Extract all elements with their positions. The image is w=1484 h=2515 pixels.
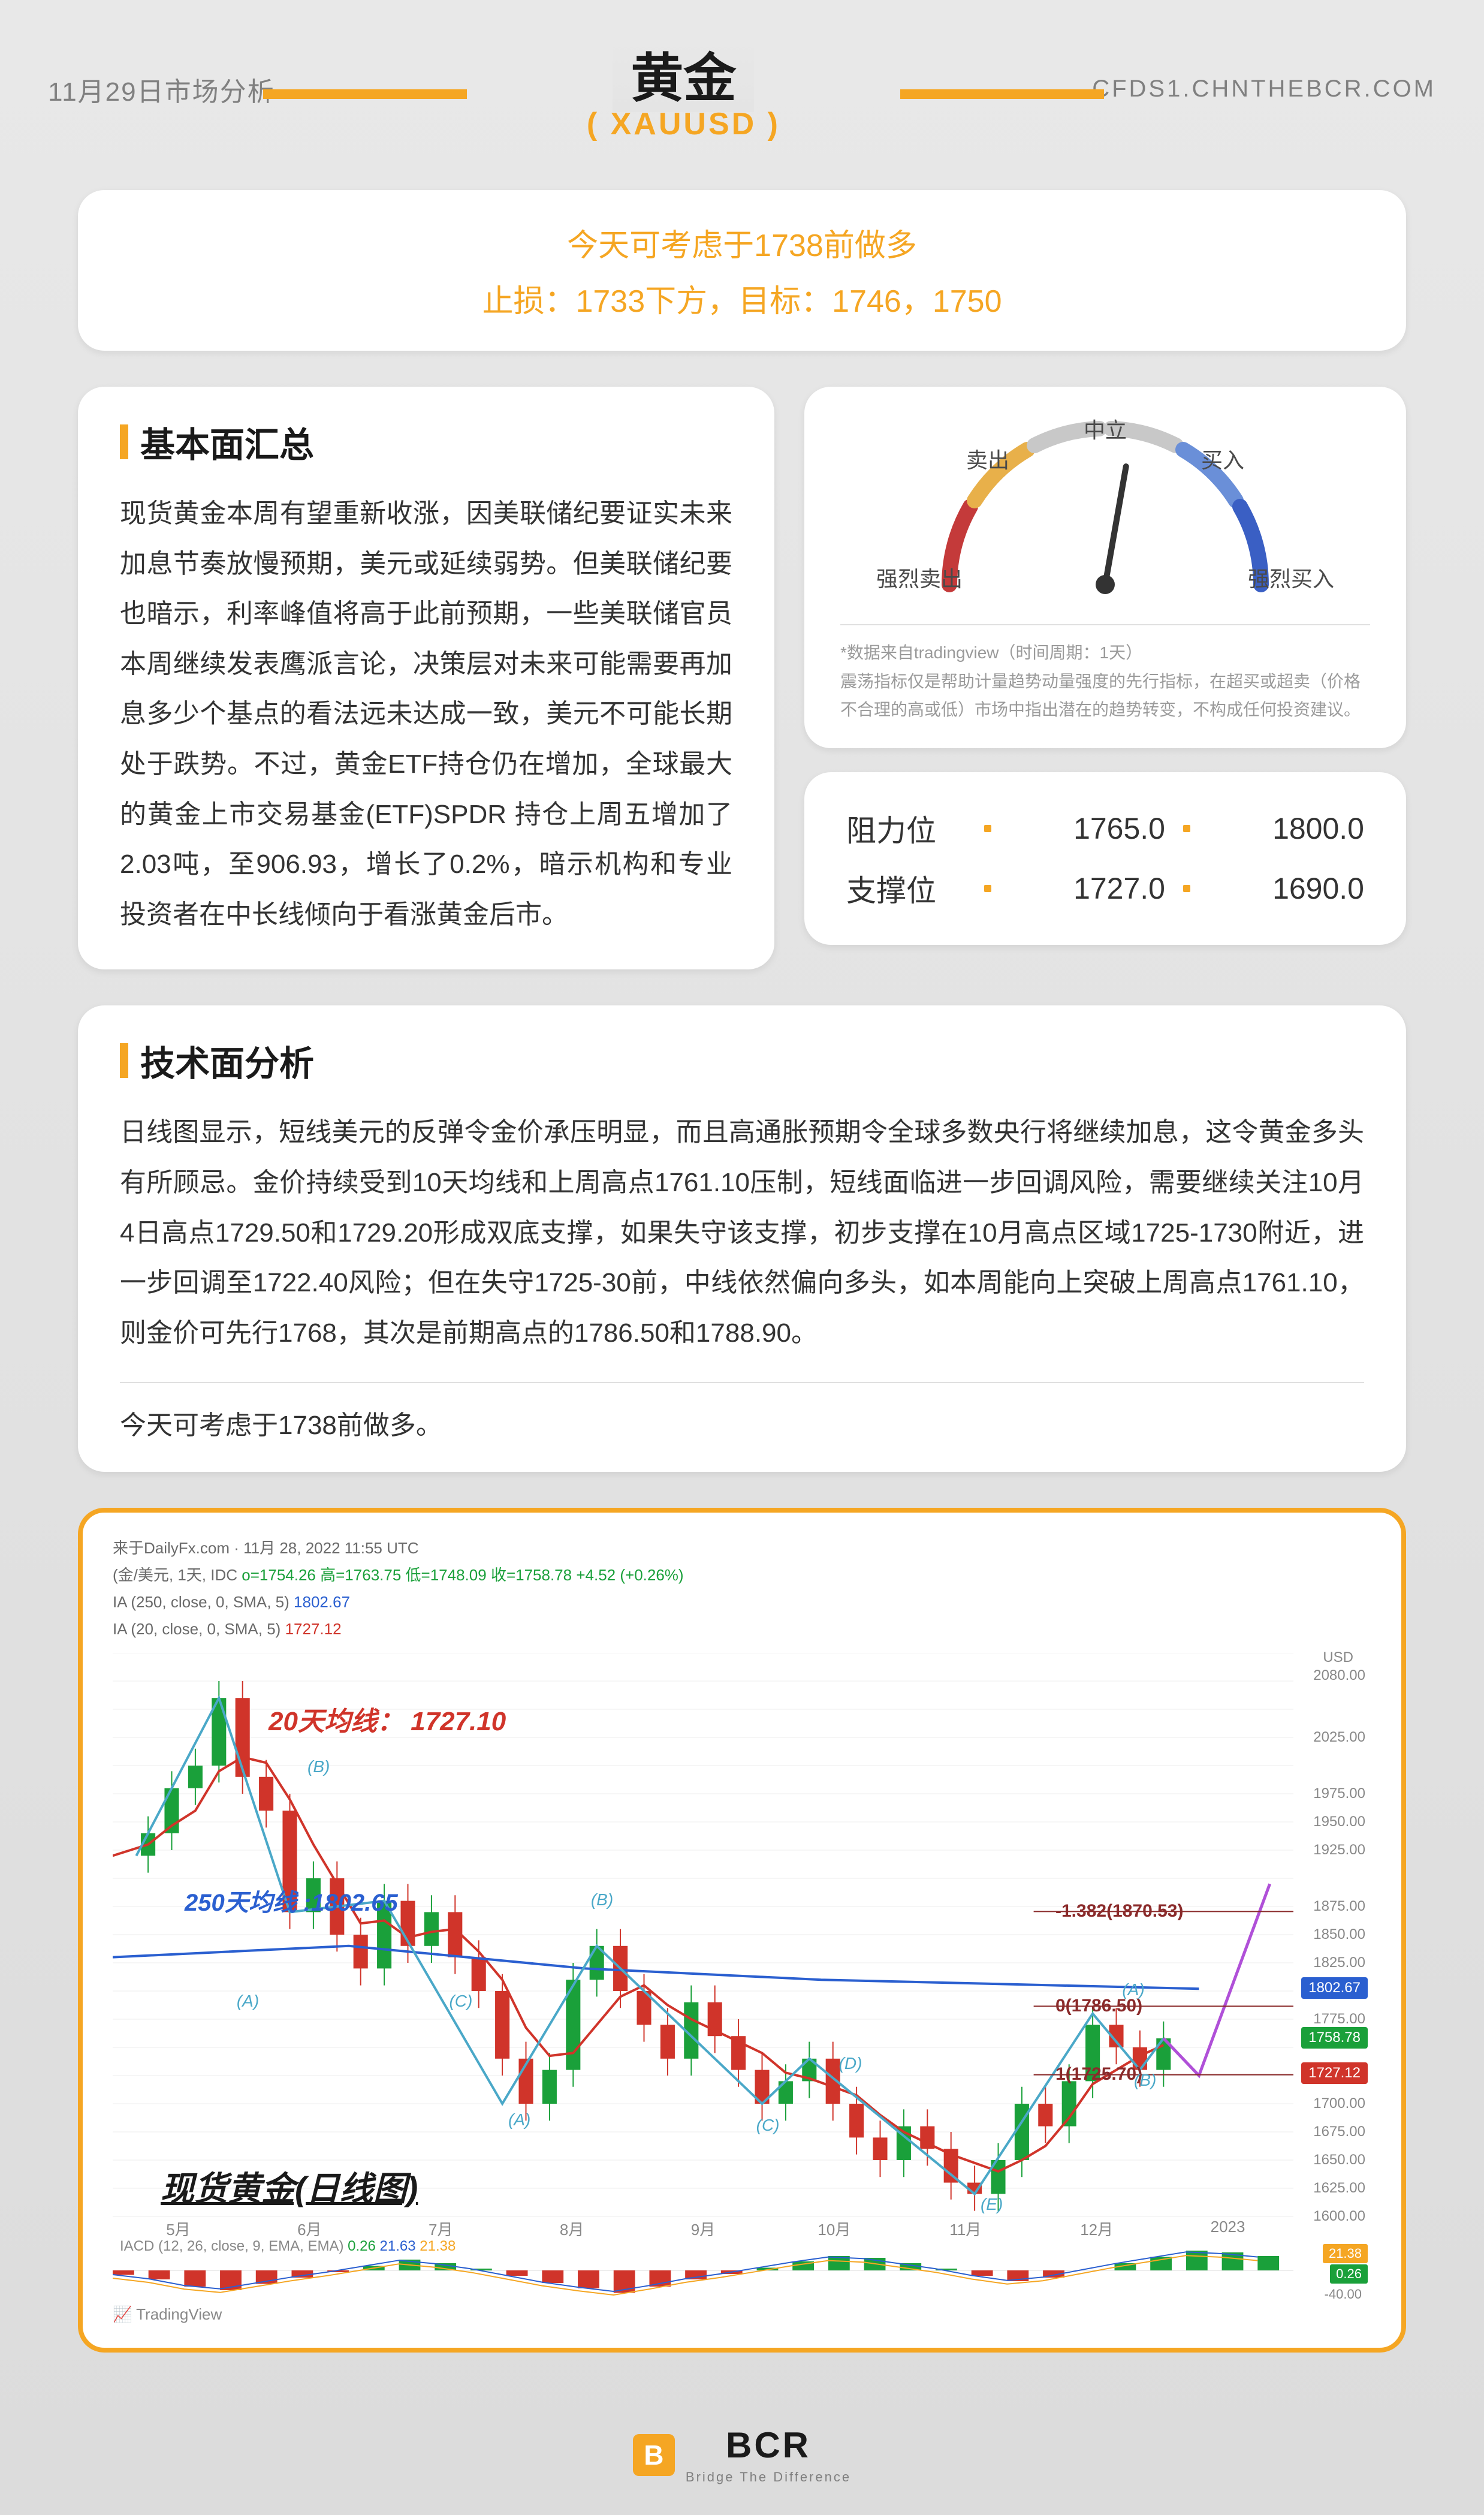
chart-card: 来于DailyFx.com · 11月 28, 2022 11:55 UTC (… [95,1525,1389,2336]
ohlc-o: o=1754.26 [242,1566,316,1584]
technical-footer: 今天可考虑于1738前做多。 [120,1382,1364,1442]
gauge-neutral: 中立 [1084,413,1127,444]
gauge-card: 强烈卖出 卖出 中立 买入 强烈买入 *数据来自tradingview（时间周期… [804,387,1406,748]
title-accent-bar [120,424,128,459]
technical-title-text: 技术面分析 [140,1035,314,1086]
ma20-annotation: 20天均线： 1727.10 [269,1700,506,1738]
ohlc-l: 低=1748.09 [406,1566,487,1584]
ohlc-c: 收=1758.78 [491,1566,572,1584]
technical-body: 日线图显示，短线美元的反弹令金价承压明显，而且高通胀预期令全球多数央行将继续加息… [120,1107,1364,1358]
tradingview-credit: 📈 TradingView [113,2305,1371,2324]
date-label: 11月29日市场分析 [48,70,275,109]
gauge-labels: 强烈卖出 卖出 中立 买入 强烈买入 [840,417,1370,609]
gauge-strong-sell: 强烈卖出 [876,562,963,593]
support-2: 1690.0 [1208,871,1364,906]
resistance-2: 1800.0 [1208,811,1364,846]
dot-icon [1183,885,1190,892]
chart-area[interactable]: USD 2025.002080.001975.001950.001925.001… [113,1653,1371,2300]
header-center: 黄金 ( XAUUSD ) [275,36,1093,142]
chart-source: 来于DailyFx.com · 11月 28, 2022 11:55 UTC [113,1537,1371,1560]
macd-v3: 21.38 [420,2238,456,2254]
tv-credit-text: TradingView [136,2305,222,2323]
ia20-label: IA (20, close, 0, SMA, 5) [113,1620,280,1638]
divider [840,624,1370,625]
y-axis: 2025.002080.001975.001950.001925.001875.… [1299,1653,1365,2216]
technical-card: 技术面分析 日线图显示，短线美元的反弹令金价承压明显，而且高通胀预期令全球多数央… [78,1005,1406,1472]
technical-title: 技术面分析 [120,1035,1364,1086]
brand-name: BCR [686,2424,851,2466]
summary-line-1: 今天可考虑于1738前做多 [120,220,1364,265]
fundamentals-title-text: 基本面汇总 [140,417,314,467]
resistance-row: 阻力位 1765.0 1800.0 [846,799,1364,859]
ia250-label: IA (250, close, 0, SMA, 5) [113,1593,289,1611]
ia250-row: IA (250, close, 0, SMA, 5) 1802.67 [113,1591,1371,1614]
title-accent-bar [120,1043,128,1078]
page-footer: B BCR Bridge The Difference [48,2400,1436,2491]
macd-v1: 0.26 [348,2238,376,2254]
chart-frame: 来于DailyFx.com · 11月 28, 2022 11:55 UTC (… [78,1508,1406,2353]
gauge-buy: 买入 [1201,443,1244,474]
macd-v2: 21.63 [380,2238,416,2254]
logo-icon: B [633,2434,675,2476]
support-row: 支撑位 1727.0 1690.0 [846,859,1364,918]
chart-instrument-row: (金/美元, 1天, IDC o=1754.26 高=1763.75 低=174… [113,1564,1371,1587]
brand-logo: B BCR Bridge The Difference [633,2424,851,2485]
accent-line-right [900,89,1104,99]
levels-card: 阻力位 1765.0 1800.0 支撑位 1727.0 1690.0 [804,772,1406,945]
accent-line-left [263,89,467,99]
fundamentals-card: 基本面汇总 现货黄金本周有望重新收涨，因美联储纪要证实未来加息节奏放慢预期，美元… [78,387,774,969]
ma250-annotation: 250天均线 :1802.65 [185,1883,398,1918]
support-label: 支撑位 [846,867,966,910]
support-1: 1727.0 [1009,871,1165,906]
resistance-label: 阻力位 [846,807,966,850]
ohlc-h: 高=1763.75 [320,1566,401,1584]
fundamentals-title: 基本面汇总 [120,417,732,467]
chart-instrument: (金/美元, 1天, IDC [113,1566,237,1584]
x-axis: 5月6月7月8月9月10月11月12月2023 [113,2218,1293,2236]
right-column: 强烈卖出 卖出 中立 买入 强烈买入 *数据来自tradingview（时间周期… [804,387,1406,969]
macd-title: IACD (12, 26, close, 9, EMA, EMA) 0.26 2… [120,2238,456,2255]
fundamentals-body: 现货黄金本周有望重新收涨，因美联储纪要证实未来加息节奏放慢预期，美元或延续弱势。… [120,489,732,939]
summary-card: 今天可考虑于1738前做多 止损：1733下方，目标：1746，1750 [78,190,1406,351]
gauge-sell: 卖出 [966,443,1009,474]
ia20-row: IA (20, close, 0, SMA, 5) 1727.12 [113,1618,1371,1641]
ia250-val: 1802.67 [294,1593,350,1611]
dot-icon [984,885,991,892]
brand-tagline: Bridge The Difference [686,2469,851,2485]
page-title: 黄金 [613,36,754,112]
sentiment-gauge: 强烈卖出 卖出 中立 买入 强烈买入 [840,417,1370,609]
resistance-1: 1765.0 [1009,811,1165,846]
two-column-section: 基本面汇总 现货黄金本周有望重新收涨，因美联储纪要证实未来加息节奏放慢预期，美元… [78,387,1406,969]
gauge-strong-buy: 强烈买入 [1248,562,1334,593]
gauge-note-1: *数据来自tradingview（时间周期：1天） [840,638,1370,667]
chart-title-overlay: 现货黄金(日线图) [161,2162,418,2210]
macd-panel: IACD (12, 26, close, 9, EMA, EMA) 0.26 2… [113,2240,1293,2300]
summary-line-2: 止损：1733下方，目标：1746，1750 [120,276,1364,321]
gauge-note-2: 震荡指标仅是帮助计量趋势动量强度的先行指标，在超买或超卖（价格不合理的高或低）市… [840,667,1370,724]
site-url: CFDS1.CHNTHEBCR.COM [1092,76,1436,103]
brand-text-wrap: BCR Bridge The Difference [686,2424,851,2485]
macd-label: IACD (12, 26, close, 9, EMA, EMA) [120,2238,343,2254]
dot-icon [1183,825,1190,832]
dot-icon [984,825,991,832]
ia20-val: 1727.12 [285,1620,342,1638]
ohlc-chg: +4.52 (+0.26%) [576,1566,683,1584]
page-header: 11月29日市场分析 黄金 ( XAUUSD ) CFDS1.CHNTHEBCR… [48,36,1436,142]
